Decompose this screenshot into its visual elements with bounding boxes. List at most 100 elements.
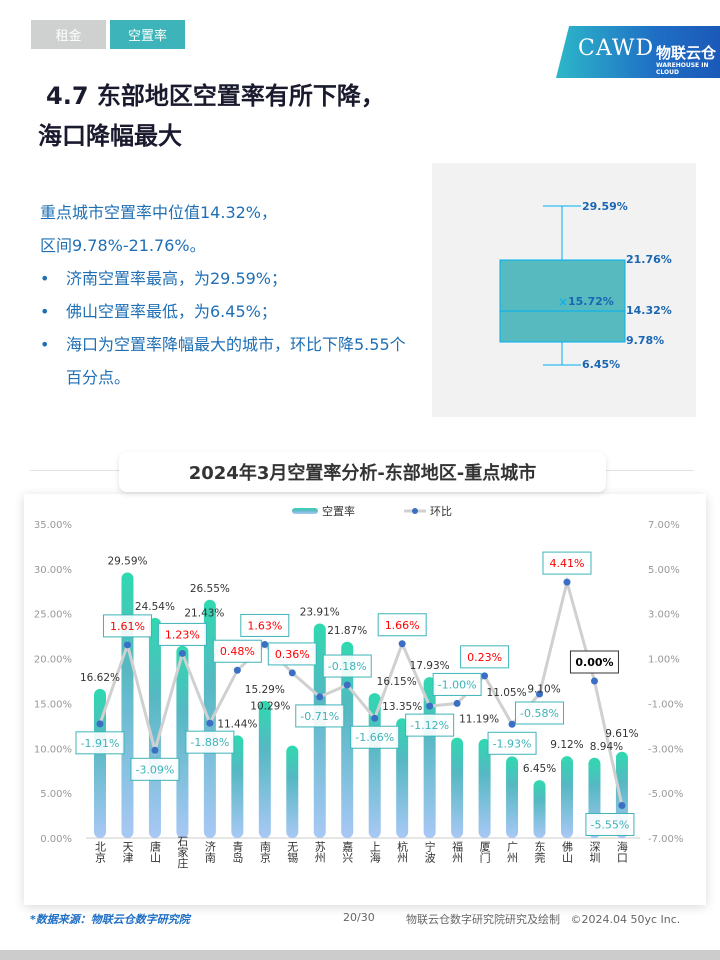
change-label-box — [185, 730, 235, 754]
change-label-box — [515, 701, 565, 725]
change-label-box — [322, 654, 372, 678]
q1-label: 9.78% — [626, 334, 665, 347]
right-axis-tick: 7.00% — [648, 520, 680, 531]
change-label: -0.58% — [520, 707, 559, 720]
logo-text: CAWD — [578, 36, 655, 61]
title-line2: 海口降幅最大 — [38, 122, 182, 150]
credit: 物联云仓数字研究院研究及绘制 ©2024.04 50yc Inc. — [406, 913, 681, 926]
x-tick-label: 济南 — [203, 840, 216, 863]
bullet: 济南空置率最高，为29.59%； — [40, 262, 420, 295]
x-tick-label: 杭州 — [396, 840, 409, 863]
bar-value-label: 29.59% — [107, 556, 147, 568]
change-label: 0.48% — [220, 645, 255, 658]
change-point — [96, 720, 104, 728]
bullet: 海口为空置率降幅最大的城市，环比下降5.55个百分点。 — [40, 328, 420, 394]
tab-rent[interactable]: 租金 — [31, 20, 106, 49]
right-axis-tick: -3.00% — [648, 744, 683, 755]
left-axis-tick: 5.00% — [40, 789, 72, 800]
change-label-box — [295, 704, 345, 728]
change-label-box — [542, 551, 592, 575]
change-label: 1.63% — [247, 619, 282, 632]
change-label-box — [487, 731, 537, 755]
bar — [451, 737, 464, 838]
change-label-box — [569, 650, 619, 674]
bar-value-label: 9.61% — [605, 728, 638, 740]
box-plot: × 29.59% 21.76% 15.72% 14.32% 9.78% 6.45… — [432, 163, 696, 417]
bar-value-label: 8.94% — [590, 741, 623, 753]
change-label: -5.55% — [590, 818, 629, 831]
chart-title: 2024年3月空置率分析-东部地区-重点城市 — [119, 452, 606, 492]
change-point — [261, 640, 269, 648]
left-axis-tick: 0.00% — [40, 834, 72, 845]
left-axis-tick: 30.00% — [34, 565, 72, 576]
change-label: 0.23% — [467, 651, 502, 664]
change-label-box — [75, 731, 125, 755]
summary-line2: 区间9.78%-21.76%。 — [40, 236, 206, 255]
bar — [148, 617, 161, 838]
change-point — [123, 641, 131, 649]
bar-value-label: 6.45% — [523, 763, 556, 775]
right-axis-tick: -1.00% — [648, 699, 683, 710]
bar — [286, 745, 299, 838]
change-label: -1.93% — [493, 737, 532, 750]
bar-value-label: 11.19% — [459, 714, 499, 726]
bar — [423, 677, 436, 838]
change-label-box — [460, 645, 510, 669]
change-label: 1.66% — [385, 619, 420, 632]
bar — [506, 756, 519, 838]
change-point — [288, 669, 296, 677]
change-point — [206, 719, 214, 727]
title-line1: 4.7 东部地区空置率有所下降， — [46, 82, 385, 110]
x-tick-label: 广州 — [506, 841, 519, 863]
x-tick-label: 北京 — [94, 841, 107, 864]
change-point — [233, 666, 241, 674]
bar-value-label: 24.54% — [135, 601, 175, 613]
mean-label: 15.72% — [568, 295, 614, 308]
right-axis-tick: 1.00% — [648, 655, 680, 666]
x-tick-label: 石家庄 — [176, 836, 189, 870]
data-source: *数据来源：物联云仓数字研究院 — [30, 913, 190, 926]
change-label-box — [157, 622, 207, 646]
x-tick-label: 无锡 — [286, 841, 299, 864]
change-point — [316, 693, 324, 701]
summary: 重点城市空置率中位值14.32%， 区间9.78%-21.76%。 济南空置率最… — [40, 196, 420, 394]
mean-marker-icon: × — [558, 295, 568, 309]
legend-line-point — [412, 508, 418, 514]
box — [499, 259, 626, 343]
x-tick-label: 厦门 — [478, 841, 491, 864]
change-label-box — [212, 639, 262, 663]
change-label: 0.00% — [575, 656, 613, 669]
x-tick-label: 南京 — [258, 841, 271, 864]
chart-card: 35.00% 30.00% 25.00% 20.00% 15.00% 10.00% 5.00… — [24, 494, 706, 905]
bar-value-label: 15.29% — [245, 684, 285, 696]
bar-value-label: 16.62% — [80, 672, 120, 684]
change-label: 4.41% — [550, 557, 585, 570]
change-label: -0.71% — [300, 710, 339, 723]
change-label-box — [240, 613, 290, 637]
bar-value-label: 9.10% — [527, 683, 560, 695]
median-label: 14.32% — [626, 304, 672, 317]
change-label: 1.23% — [165, 628, 200, 641]
bar — [231, 735, 244, 838]
bar — [533, 780, 546, 838]
change-point — [618, 801, 626, 809]
change-point — [426, 702, 434, 710]
x-tick-label: 嘉兴 — [341, 840, 354, 863]
x-tick-label: 唐山 — [148, 840, 161, 863]
x-tick-label: 苏州 — [313, 841, 326, 863]
x-tick-label: 东莞 — [533, 841, 546, 864]
x-tick-label: 天津 — [121, 841, 134, 863]
x-tick-label: 青岛 — [231, 841, 244, 864]
bar-value-label: 21.43% — [184, 608, 224, 620]
change-label-box — [432, 672, 482, 696]
tab-vacancy[interactable]: 空置率 — [110, 20, 185, 49]
change-point — [343, 681, 351, 689]
box-plot-svg: × — [499, 205, 626, 366]
page-number: 20/30 — [343, 911, 375, 924]
right-axis-tick: 3.00% — [648, 610, 680, 621]
change-label: 1.61% — [110, 620, 145, 633]
change-point — [481, 672, 489, 680]
bar-value-label: 9.12% — [550, 739, 583, 751]
bottom-band — [0, 950, 720, 960]
min-label: 6.45% — [582, 358, 621, 371]
